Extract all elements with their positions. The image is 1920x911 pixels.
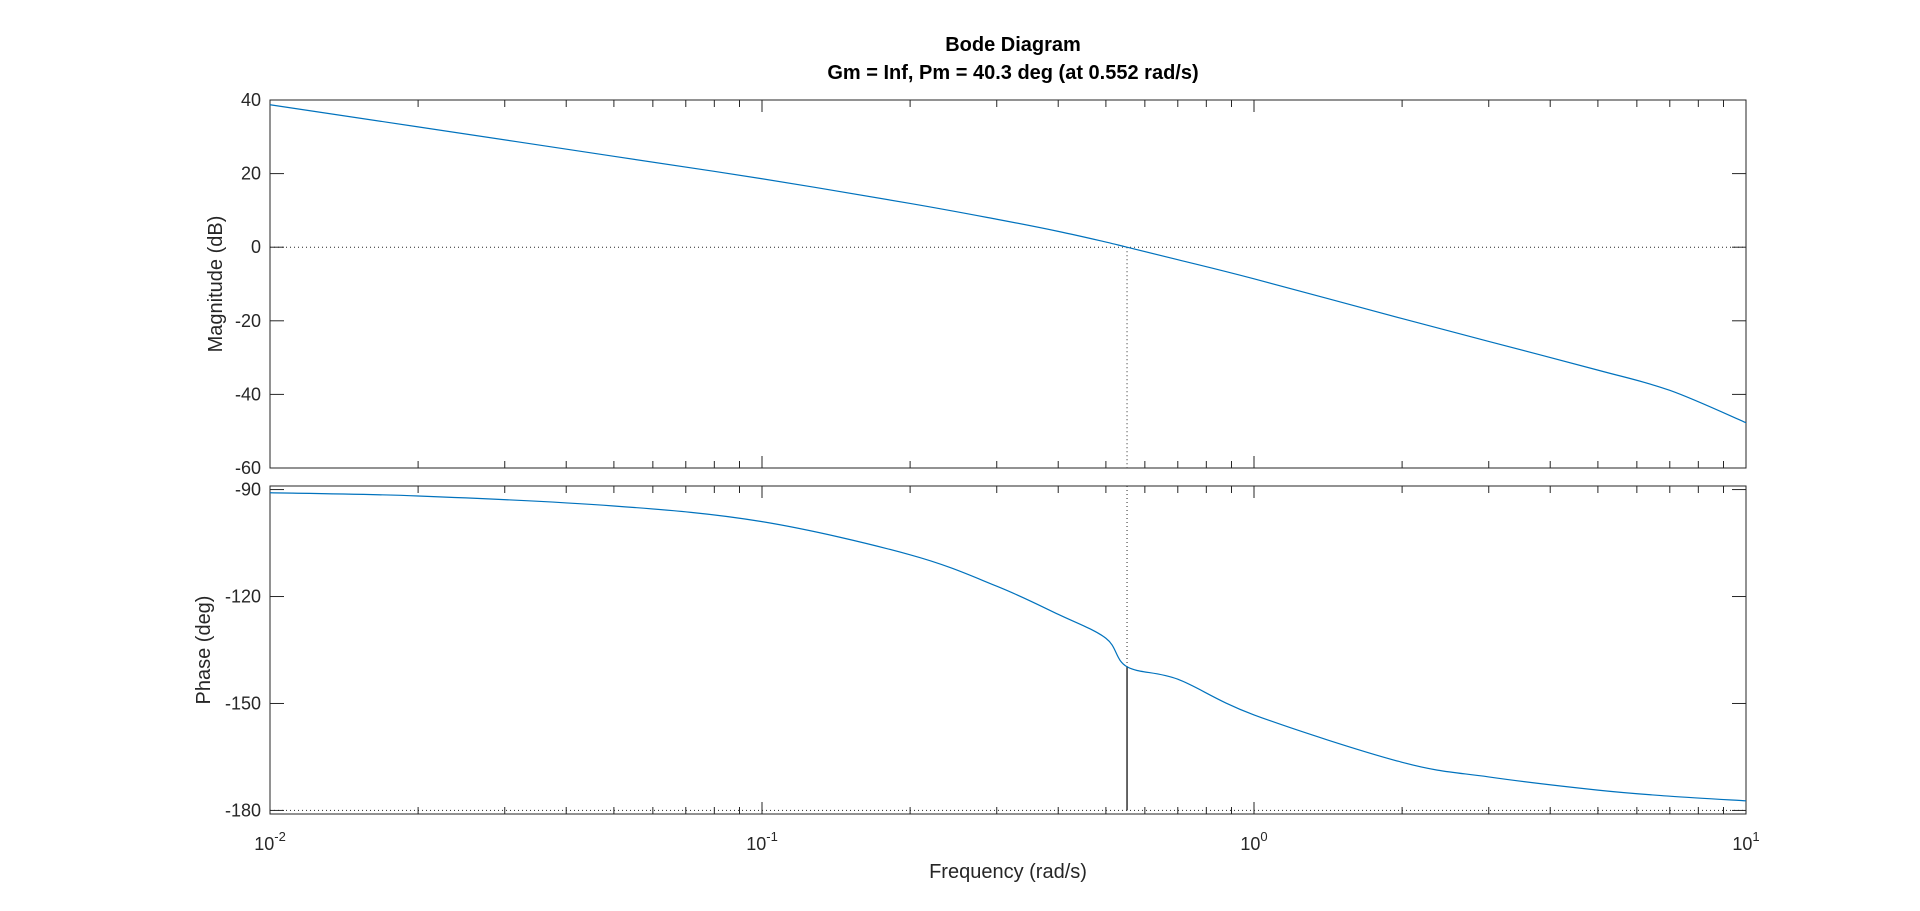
x-tick-label: 10-1 bbox=[746, 829, 778, 854]
chart-title: Bode Diagram bbox=[945, 34, 1081, 56]
x-tick-labels: 10-2 10-1 100 101 bbox=[254, 829, 1759, 854]
magnitude-curve bbox=[269, 104, 1747, 424]
phase-curve bbox=[269, 492, 1747, 802]
phase-y-tick-label: -90 bbox=[235, 480, 261, 500]
x-tick-label: 101 bbox=[1732, 829, 1759, 854]
magnitude-ticks: 40 20 0 -20 -40 -60 bbox=[235, 90, 1746, 478]
magnitude-y-tick-label: -20 bbox=[235, 311, 261, 331]
phase-y-tick-label: -150 bbox=[225, 693, 261, 713]
x-axis-label: Frequency (rad/s) bbox=[929, 861, 1087, 883]
magnitude-y-tick-label: 40 bbox=[241, 90, 261, 110]
phase-ylabel: Phase (deg) bbox=[193, 596, 215, 705]
phase-y-tick-label: -180 bbox=[225, 800, 261, 820]
phase-y-tick-label: -120 bbox=[225, 587, 261, 607]
phase-plot: -90 -120 -150 -180 Phase (deg) bbox=[193, 480, 1747, 820]
magnitude-y-tick-label: 20 bbox=[241, 164, 261, 184]
x-tick-label: 100 bbox=[1240, 829, 1267, 854]
magnitude-ylabel: Magnitude (dB) bbox=[205, 216, 227, 353]
magnitude-plot: 40 20 0 -20 -40 -60 Magnitude (dB) bbox=[205, 90, 1747, 478]
x-tick-label: 10-2 bbox=[254, 829, 286, 854]
magnitude-y-tick-label: -40 bbox=[235, 384, 261, 404]
phase-ticks: -90 -120 -150 -180 bbox=[225, 480, 1746, 820]
chart-subtitle: Gm = Inf, Pm = 40.3 deg (at 0.552 rad/s) bbox=[827, 62, 1198, 84]
phase-axes-frame bbox=[269, 485, 1747, 815]
magnitude-y-tick-label: 0 bbox=[251, 237, 261, 257]
magnitude-y-tick-label: -60 bbox=[235, 458, 261, 478]
magnitude-axes-frame bbox=[269, 99, 1747, 469]
